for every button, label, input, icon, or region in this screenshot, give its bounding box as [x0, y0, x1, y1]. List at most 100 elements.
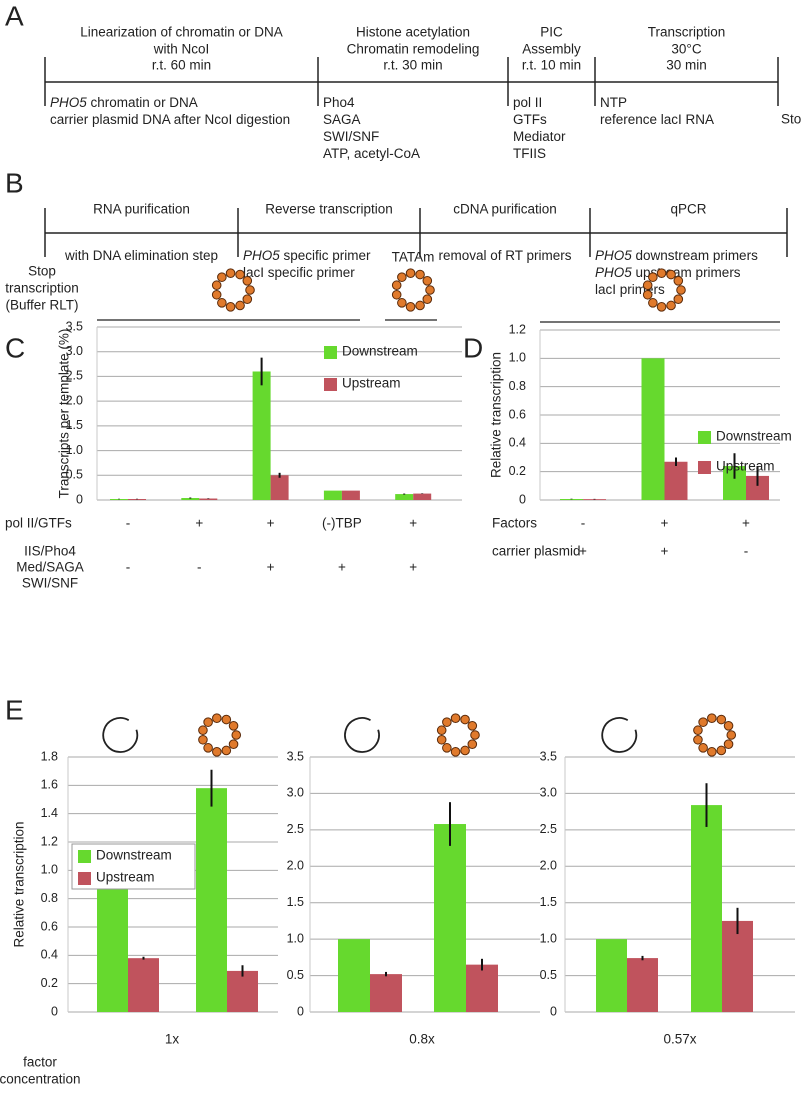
legend-label: Upstream — [716, 459, 775, 474]
nucleosome — [673, 276, 684, 286]
condition-label: SWI/SNF — [22, 576, 78, 591]
bar — [413, 493, 432, 500]
label: reference lacI RNA — [600, 112, 714, 127]
step-title: Assembly — [522, 42, 581, 57]
y-tick-label: 1.4 — [41, 806, 58, 820]
label: PHO5 chromatin or DNA — [50, 95, 198, 110]
nucleosome — [422, 294, 433, 304]
label: carrier plasmid DNA after NcoI digestion — [50, 112, 290, 127]
y-tick-label: 1.8 — [41, 749, 58, 763]
nucleosome — [450, 747, 461, 757]
start-label: transcription — [5, 281, 79, 296]
panel-letter: A — [5, 0, 24, 31]
label-part: PHO5 — [595, 248, 632, 263]
condition-value: - — [126, 516, 131, 531]
label-part: GTFs — [513, 112, 547, 127]
y-tick-label: 2.5 — [287, 822, 304, 836]
condition-label: Med/SAGA — [16, 560, 84, 575]
step-title: Linearization of chromatin or DNA — [80, 25, 283, 40]
condition-value: - — [126, 560, 131, 575]
nucleosome — [460, 745, 470, 756]
panel-letter: E — [5, 694, 24, 725]
condition-value: - — [197, 560, 202, 575]
y-tick-label: 0.6 — [41, 919, 58, 933]
nucleosome — [397, 272, 407, 282]
legend-swatch — [78, 872, 91, 885]
plasmid — [601, 717, 638, 753]
y-tick-label: 0.6 — [509, 407, 526, 421]
condition-value: + — [267, 560, 275, 575]
bar — [641, 358, 665, 500]
label: ATP, acetyl-CoA — [323, 146, 420, 161]
bar — [199, 498, 218, 500]
condition-label: IIS/Pho4 — [24, 544, 76, 559]
nucleosome — [221, 745, 232, 756]
row-label: concentration — [0, 1072, 81, 1087]
y-tick-label: 0.4 — [509, 436, 526, 450]
y-tick-label: 2.0 — [66, 393, 83, 407]
y-tick-label: 1.2 — [509, 322, 526, 336]
nucleosome — [405, 302, 416, 312]
label-part: PHO5 — [243, 248, 280, 263]
bar — [723, 466, 746, 500]
nucleosome — [436, 725, 447, 736]
condition-value: - — [581, 516, 586, 531]
step-title: RNA purification — [93, 202, 190, 217]
nucleosome — [707, 713, 717, 723]
label: TFIIS — [513, 146, 546, 161]
nucleosome — [676, 285, 686, 295]
legend-label: Upstream — [96, 870, 155, 885]
nucleosome — [228, 721, 239, 731]
bar — [596, 939, 627, 1012]
y-tick-label: 3.0 — [66, 344, 83, 358]
nucleosome — [198, 725, 208, 736]
label-part: TFIIS — [513, 146, 546, 161]
label-part: with DNA elimination step — [64, 248, 218, 263]
nucleosome — [467, 721, 478, 731]
bar — [227, 970, 258, 1012]
bar — [560, 499, 583, 500]
nucleosome — [693, 734, 703, 745]
y-tick-label: 0 — [519, 492, 526, 506]
label: PHO5 specific primer — [243, 248, 371, 263]
row-label: factor — [23, 1055, 57, 1070]
step-title: with NcoI — [153, 42, 210, 57]
label: Mediator — [513, 129, 566, 144]
label-part: pol II — [513, 95, 542, 110]
nucleosome — [442, 743, 452, 753]
bar — [627, 958, 658, 1012]
y-tick-label: 2.5 — [540, 822, 557, 836]
condition-value: + — [338, 560, 346, 575]
nucleosome — [467, 739, 478, 749]
nucleosome — [442, 717, 452, 727]
y-tick-label: 0.5 — [287, 968, 304, 982]
bar — [110, 499, 128, 500]
start-label: (Buffer RLT) — [5, 298, 78, 313]
nucleosome — [397, 298, 407, 308]
nucleosome — [436, 734, 447, 745]
x-axis-title: 0.57x — [663, 1032, 696, 1047]
condition-value: (-)TBP — [322, 516, 362, 531]
nucleosome — [405, 268, 416, 278]
nucleosome — [656, 268, 667, 278]
bar — [722, 920, 753, 1012]
y-tick-label: 1.0 — [41, 863, 58, 877]
step-title: Reverse transcription — [265, 202, 393, 217]
y-tick-label: 1.5 — [287, 895, 304, 909]
label-part: reference lacI RNA — [600, 112, 714, 127]
nucleosome — [460, 714, 470, 725]
x-axis-title: 1x — [165, 1032, 180, 1047]
condition-value: - — [744, 544, 749, 559]
end-label: Stop — [781, 112, 802, 127]
condition-label: Factors — [492, 516, 537, 531]
label: GTFs — [513, 112, 547, 127]
y-tick-label: 1.0 — [540, 931, 557, 945]
panel-letter: D — [463, 332, 483, 363]
nucleosome — [212, 713, 222, 723]
label: removal of RT primers — [438, 248, 571, 263]
panel-letter: C — [5, 332, 25, 363]
bar — [338, 939, 370, 1012]
legend-swatch — [324, 346, 337, 359]
condition-value: + — [409, 516, 417, 531]
